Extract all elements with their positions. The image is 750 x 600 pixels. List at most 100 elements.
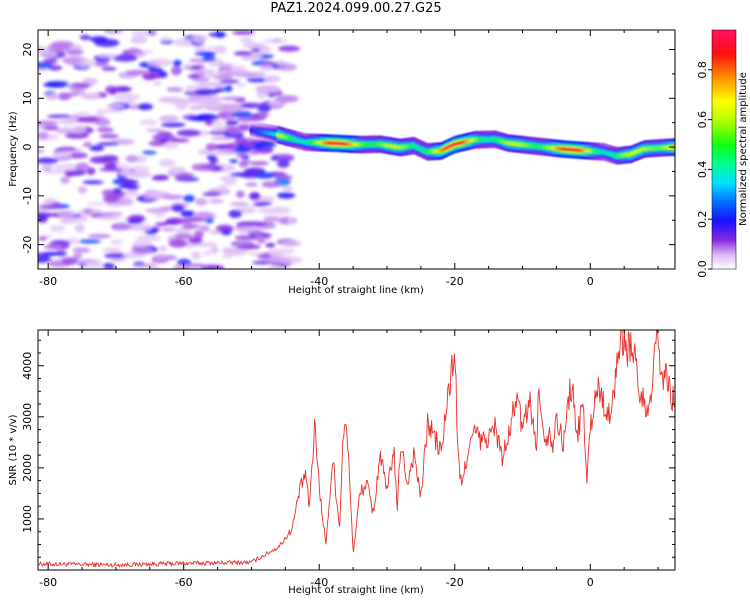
- noise-blob: [131, 223, 153, 232]
- noise-blob: [259, 46, 272, 54]
- noise-blob: [195, 198, 208, 206]
- noise-blob: [225, 116, 235, 122]
- noise-blob: [264, 75, 281, 83]
- noise-blob: [183, 194, 195, 203]
- noise-blob: [42, 198, 53, 206]
- noise-blob: [152, 81, 162, 87]
- noise-blob: [169, 138, 190, 143]
- noise-blob: [135, 155, 147, 162]
- noise-blob: [160, 96, 182, 103]
- noise-blob: [102, 262, 115, 269]
- noise-blob: [38, 45, 49, 52]
- noise-blob: [248, 192, 261, 201]
- noise-blob: [193, 88, 219, 96]
- y-tick-label: 3000: [21, 403, 34, 431]
- noise-blob: [195, 69, 215, 74]
- noise-blob: [74, 224, 85, 233]
- noise-blob: [232, 30, 255, 36]
- noise-blob: [180, 210, 195, 218]
- noise-blob: [229, 201, 250, 207]
- snr-frame: [37, 329, 676, 571]
- noise-blob: [219, 79, 240, 84]
- noise-blob: [128, 214, 145, 221]
- noise-blob: [207, 81, 227, 88]
- noise-blob: [71, 83, 92, 88]
- noise-blob: [118, 184, 141, 189]
- noise-blob: [253, 141, 277, 149]
- noise-blob: [103, 195, 122, 204]
- noise-blob: [270, 155, 279, 161]
- noise-blob: [268, 256, 292, 264]
- noise-blob: [191, 163, 216, 172]
- noise-blob: [194, 51, 217, 57]
- noise-blob: [147, 192, 164, 198]
- noise-blob: [44, 92, 61, 100]
- spectrogram-x-axis-label: Height of straight line (km): [288, 285, 424, 296]
- noise-blob: [208, 198, 224, 204]
- noise-blob: [163, 141, 179, 150]
- noise-blob: [224, 71, 246, 76]
- snr-y-ticks: 1000 2000 3000 4000: [21, 339, 675, 571]
- noise-blob: [38, 50, 58, 57]
- noise-blob: [276, 63, 297, 72]
- noise-blob: [110, 239, 124, 246]
- noise-blob: [170, 66, 183, 75]
- noise-blob: [93, 61, 110, 67]
- noise-blob: [112, 187, 122, 195]
- noise-blob: [96, 215, 122, 221]
- noise-blob: [38, 215, 48, 224]
- noise-blob: [134, 52, 146, 58]
- noise-blob: [175, 233, 193, 240]
- noise-blob: [38, 131, 49, 140]
- noise-blob: [282, 186, 293, 192]
- noise-blob: [159, 36, 173, 42]
- noise-blob: [262, 38, 288, 44]
- noise-blob: [246, 77, 270, 83]
- noise-blob: [83, 141, 93, 148]
- noise-blob: [57, 92, 80, 97]
- noise-blob: [259, 65, 274, 71]
- noise-blob: [43, 125, 59, 131]
- noise-blob: [245, 182, 258, 187]
- noise-blob: [82, 180, 104, 185]
- noise-blob: [186, 115, 213, 122]
- noise-blob: [249, 252, 263, 256]
- noise-blob: [86, 167, 96, 175]
- noise-blob: [256, 201, 273, 206]
- noise-blob: [142, 150, 157, 155]
- noise-blob: [172, 38, 196, 47]
- noise-blob: [218, 184, 228, 192]
- colorbar-tick-label: 0.4: [696, 161, 709, 179]
- noise-blob: [158, 158, 176, 167]
- noise-blob: [61, 257, 79, 265]
- colorbar-tick-label: 0.2: [696, 210, 709, 228]
- noise-blob: [160, 122, 186, 128]
- noise-blob: [199, 224, 210, 232]
- noise-blob: [43, 244, 63, 250]
- noise-blob: [265, 242, 276, 248]
- noise-blob: [145, 128, 165, 133]
- noise-blob: [161, 226, 177, 233]
- noise-blob: [255, 85, 281, 94]
- y-tick-label: 2000: [21, 454, 34, 482]
- noise-blob: [168, 166, 187, 175]
- noise-blob: [38, 120, 59, 126]
- snr-x-axis-label: Height of straight line (km): [288, 585, 424, 596]
- colorbar-ticks: 0.0 0.2 0.4 0.6 0.8: [696, 61, 712, 278]
- y-tick-label: 10: [21, 91, 34, 105]
- noise-blob: [215, 224, 234, 233]
- noise-blob: [258, 111, 269, 118]
- noise-blob: [108, 88, 118, 96]
- noise-blob: [99, 167, 124, 172]
- x-tick-label: -80: [39, 576, 57, 589]
- noise-blob: [236, 153, 249, 158]
- noise-blob: [221, 96, 242, 101]
- noise-blob: [189, 93, 201, 100]
- noise-blob: [240, 37, 253, 44]
- noise-blob: [79, 34, 91, 41]
- noise-blob: [200, 264, 225, 269]
- noise-blob: [99, 211, 124, 217]
- noise-blob: [46, 114, 73, 119]
- noise-blob: [188, 236, 203, 245]
